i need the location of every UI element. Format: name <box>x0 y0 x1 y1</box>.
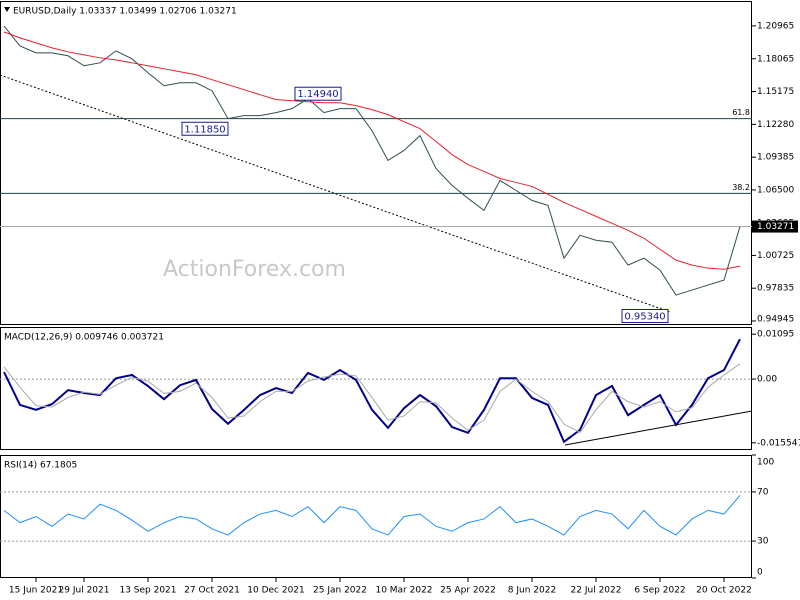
y-tick-label: 1.12280 <box>757 120 794 130</box>
x-tick-label: 6 Sep 2022 <box>634 586 685 596</box>
x-tick-label: 22 Jul 2022 <box>571 586 622 596</box>
price-annotation: 0.95340 <box>624 311 665 322</box>
x-tick-label: 13 Sep 2021 <box>119 586 176 596</box>
price-annotation-box <box>294 86 342 101</box>
panel-title: EURUSD,Daily 1.03337 1.03499 1.02706 1.0… <box>13 7 237 17</box>
y-tick-label: 0 <box>757 568 763 578</box>
y-tick-label: 1.00725 <box>757 251 794 261</box>
price-annotation: 1.11850 <box>184 124 225 135</box>
y-tick-label: 30 <box>757 537 769 547</box>
y-tick-label: -0.015541 <box>757 438 800 448</box>
panel-frame <box>0 327 752 450</box>
watermark: ActionForex.com <box>163 257 346 282</box>
panel-title: RSI(14) 67.1805 <box>4 461 77 471</box>
x-tick-label: 8 Jun 2022 <box>508 586 556 596</box>
series-line <box>3 338 741 444</box>
x-tick-label: 25 Apr 2022 <box>440 586 496 596</box>
y-tick-label: 1.20965 <box>757 21 794 31</box>
y-tick-label: 100 <box>757 458 774 468</box>
series-line <box>3 363 741 434</box>
panel-title: MACD(12,26,9) 0.009746 0.003721 <box>4 333 164 343</box>
panel-frame <box>0 455 752 578</box>
macd-trend-line <box>564 410 753 446</box>
fib-label: 61.8 <box>732 108 750 117</box>
y-tick-label: 0.01095 <box>757 330 794 340</box>
y-tick-label: 1.18065 <box>757 54 794 64</box>
price-annotation-box <box>621 308 669 323</box>
x-tick-label: 15 Jun 2021 <box>9 586 63 596</box>
y-tick-label: 1.06500 <box>757 185 794 195</box>
x-tick-label: 10 Dec 2021 <box>247 586 305 596</box>
x-tick-label: 27 Oct 2021 <box>184 586 240 596</box>
panel-frame <box>0 1 752 325</box>
series-line <box>3 495 741 536</box>
price-tag <box>752 220 798 233</box>
series-line <box>3 25 741 296</box>
y-tick-label: 70 <box>757 487 769 497</box>
y-tick-label: 0.94945 <box>757 315 794 325</box>
menu-triangle <box>4 7 10 12</box>
x-tick-label: 10 Mar 2022 <box>375 586 432 596</box>
price-tag-label: 1.03271 <box>757 222 794 232</box>
y-tick-label: 0.97835 <box>757 284 794 294</box>
trend-line <box>0 74 671 313</box>
y-tick-label: 1.15175 <box>757 87 794 97</box>
series-line <box>3 31 741 270</box>
x-tick-label: 29 Jul 2021 <box>59 586 110 596</box>
fib-label: 38.2 <box>732 183 750 192</box>
x-tick-label: 25 Jan 2022 <box>313 586 367 596</box>
y-tick-label: 0.00 <box>757 375 777 385</box>
price-annotation-box <box>181 121 229 136</box>
x-tick-label: 20 Oct 2022 <box>696 586 752 596</box>
y-tick-label: 1.09385 <box>757 153 794 163</box>
price-annotation: 1.14940 <box>297 89 338 100</box>
